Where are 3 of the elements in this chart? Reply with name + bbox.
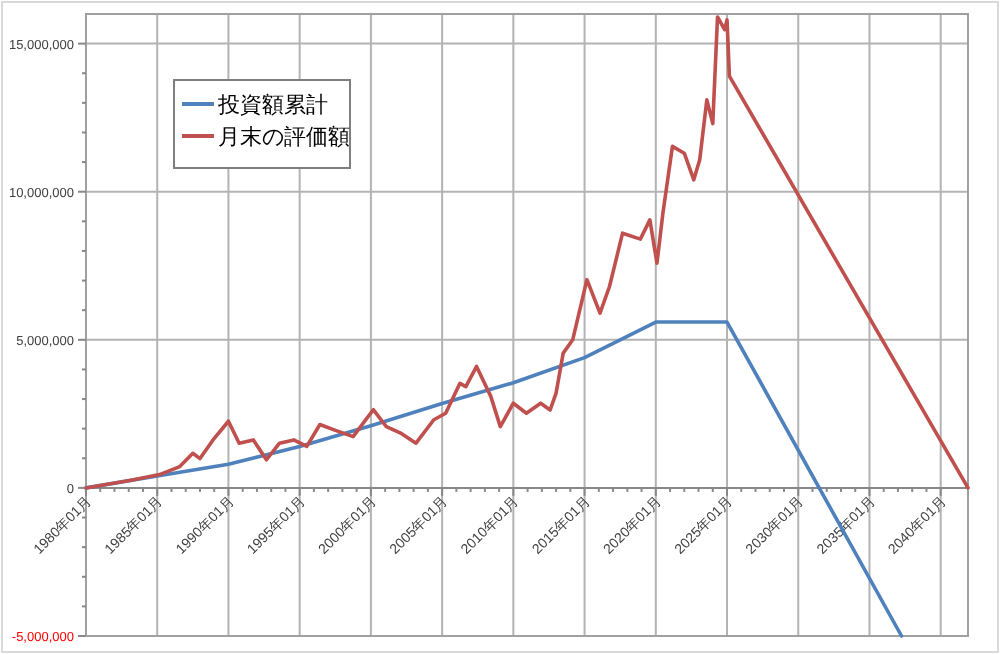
legend-label: 投資額累計 xyxy=(216,92,328,118)
legend-label: 月末の評価額 xyxy=(218,124,350,150)
line-series xyxy=(84,15,970,490)
